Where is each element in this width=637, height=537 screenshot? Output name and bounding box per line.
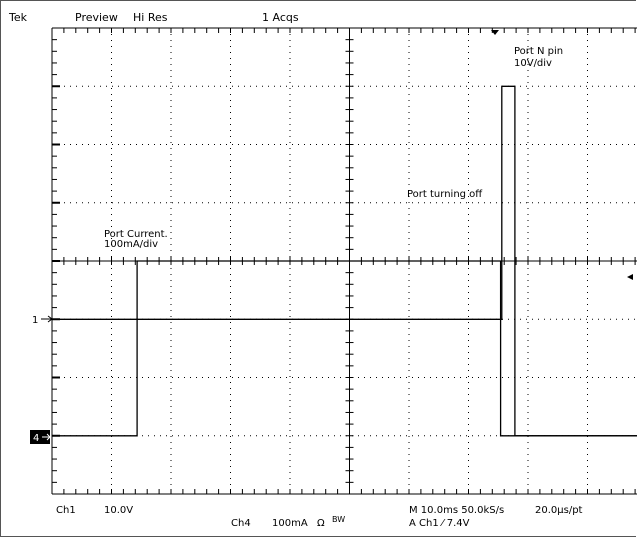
timebase-readout: M 10.0ms 50.0kS/s [409,505,504,516]
sample-interval: 20.0μs/pt [535,505,583,516]
ch1-label: Ch1 [56,505,76,516]
acq-mode-label: Hi Res [133,11,168,24]
ch1-scale: 10.0V [104,505,133,516]
ch1-marker-label: 1 [32,315,38,326]
ch1-ground-marker: 1 [32,315,53,326]
ch4-scale: 100mA [272,518,308,529]
brand-label: Tek [8,11,28,24]
ch4-ground-marker: 4 [30,430,51,444]
ch4-trace-label-line2: 100mA/div [104,239,158,250]
ch4-trace-label-line1: Port Current. [104,229,168,240]
trigger-level-arrow [627,274,633,280]
trigger-position-marker [491,30,499,35]
ch1-trace-label-line2: 10V/div [514,58,552,69]
waveform-traces [52,85,637,437]
port-current-trace [52,260,637,437]
ch4-marker-box [30,430,50,444]
port-turning-off-annotation: Port turning off [407,189,483,200]
ch4-marker-label: 4 [33,433,39,444]
mode-label: Preview [75,11,118,24]
ch4-coupling: Ω [317,518,325,529]
ch1-trace-label-line1: Port N pin [514,46,563,57]
ch4-label: Ch4 [231,518,251,529]
ch4-bw-limit: BW [332,515,345,524]
port-n-pin-trace [52,85,637,437]
acq-count-label: 1 Acqs [262,11,299,24]
trigger-readout: A Ch1 ⁄ 7.4V [409,518,470,529]
